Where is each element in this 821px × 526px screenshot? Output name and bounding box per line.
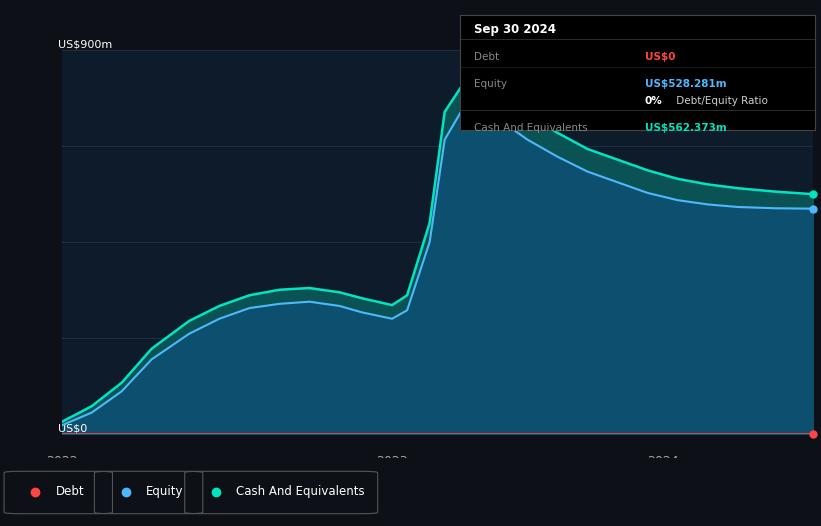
Text: Debt: Debt	[475, 52, 499, 62]
Text: 2024: 2024	[647, 456, 678, 468]
Text: Equity: Equity	[475, 79, 507, 89]
Text: Equity: Equity	[146, 485, 184, 498]
Text: US$0: US$0	[57, 423, 87, 433]
Text: US$528.281m: US$528.281m	[644, 79, 727, 89]
Text: US$900m: US$900m	[57, 40, 112, 50]
Text: 2022: 2022	[46, 456, 77, 468]
Text: US$562.373m: US$562.373m	[644, 123, 727, 133]
Text: Sep 30 2024: Sep 30 2024	[475, 23, 556, 36]
Text: Debt: Debt	[56, 485, 85, 498]
Text: US$0: US$0	[644, 52, 675, 62]
Text: 2023: 2023	[376, 456, 408, 468]
Text: Cash And Equivalents: Cash And Equivalents	[236, 485, 365, 498]
Text: 0%: 0%	[644, 96, 663, 106]
Text: Cash And Equivalents: Cash And Equivalents	[475, 123, 588, 133]
Text: Debt/Equity Ratio: Debt/Equity Ratio	[673, 96, 768, 106]
